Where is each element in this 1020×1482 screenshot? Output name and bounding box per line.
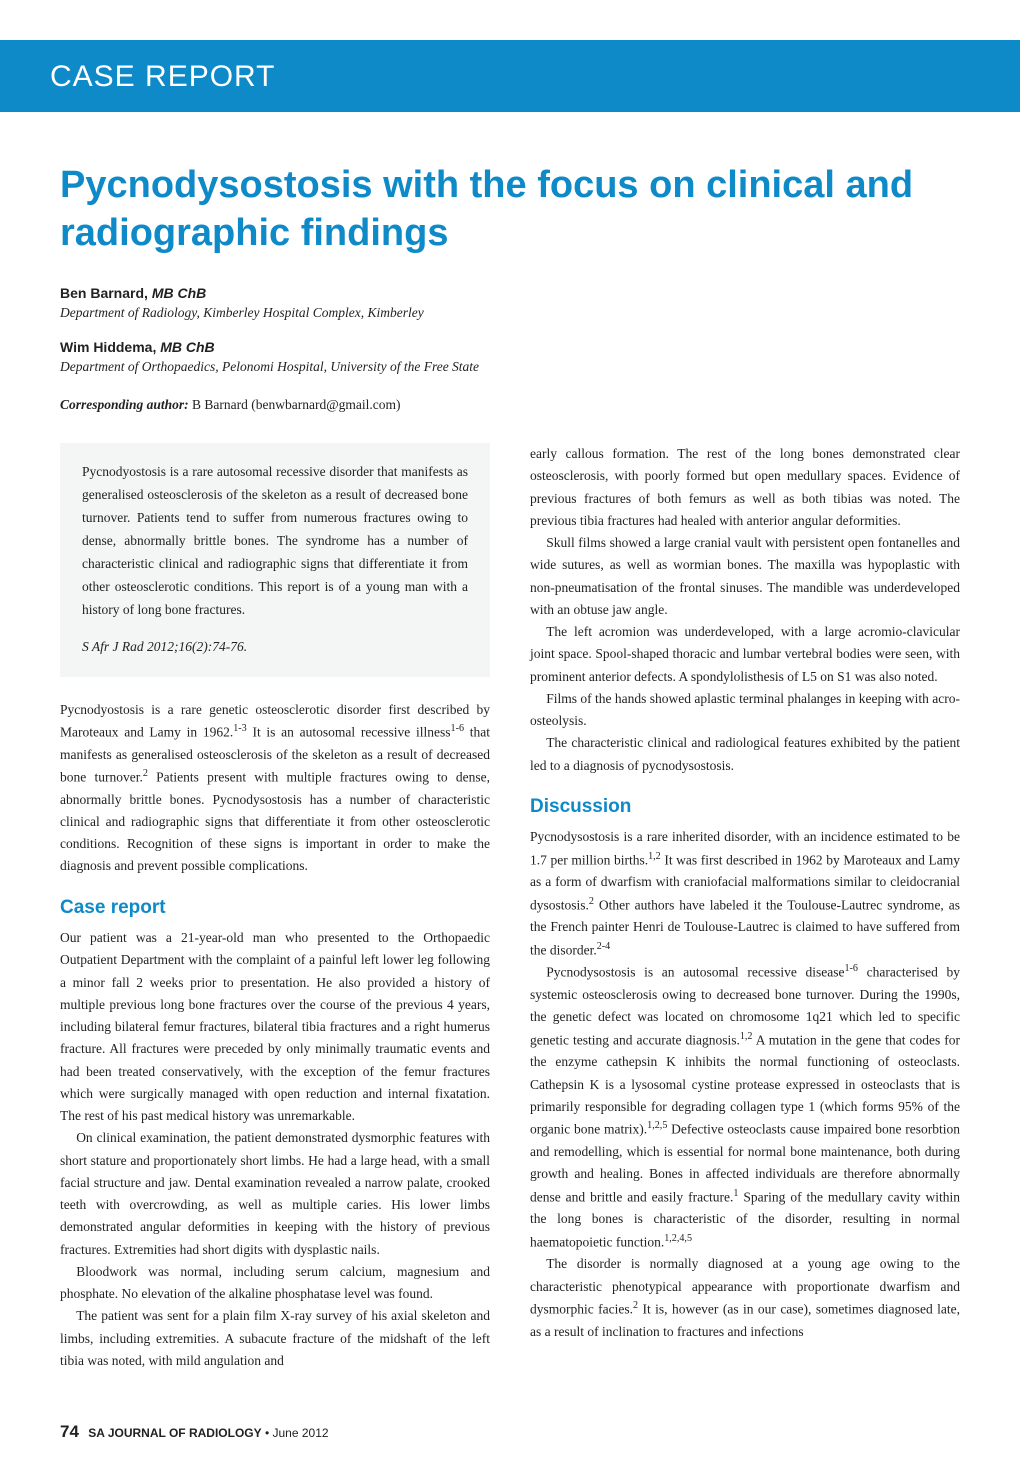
case-p1: Our patient was a 21-year-old man who pr… [60, 927, 490, 1127]
section-heading-case-report: Case report [60, 892, 490, 923]
footer-date: June 2012 [272, 1426, 328, 1440]
corresponding-text: B Barnard (benwbarnard@gmail.com) [189, 397, 401, 412]
page-footer: 74 SA JOURNAL OF RADIOLOGY • June 2012 [0, 1402, 1020, 1442]
disc-p2: Pycnodysostosis is an autosomal recessiv… [530, 961, 960, 1253]
disc-p1: Pycnodysostosis is a rare inherited diso… [530, 826, 960, 961]
author-block-2: Wim Hiddema, MB ChB Department of Orthop… [60, 339, 960, 375]
section-heading-discussion: Discussion [530, 791, 960, 822]
case-p6: Skull films showed a large cranial vault… [530, 532, 960, 621]
author-cred: MB ChB [160, 339, 214, 355]
page: CASE REPORT Pycnodysostosis with the foc… [0, 40, 1020, 1482]
content-area: Pycnodysostosis with the focus on clinic… [0, 112, 1020, 1402]
banner-label: CASE REPORT [50, 60, 970, 94]
case-p2: On clinical examination, the patient dem… [60, 1127, 490, 1261]
article-title: Pycnodysostosis with the focus on clinic… [60, 162, 960, 257]
author-affiliation: Department of Orthopaedics, Pelonomi Hos… [60, 359, 960, 375]
case-p8: Films of the hands showed aplastic termi… [530, 688, 960, 733]
author-name: Ben Barnard, [60, 285, 152, 301]
case-p9: The characteristic clinical and radiolog… [530, 732, 960, 777]
footer-sep: • [262, 1426, 273, 1440]
disc-p3: The disorder is normally diagnosed at a … [530, 1253, 960, 1343]
corresponding-label: Corresponding author: [60, 397, 189, 412]
author-name: Wim Hiddema, [60, 339, 160, 355]
abstract-citation: S Afr J Rad 2012;16(2):74-76. [82, 636, 468, 659]
case-p3: Bloodwork was normal, including serum ca… [60, 1261, 490, 1306]
author-block-1: Ben Barnard, MB ChB Department of Radiol… [60, 285, 960, 321]
two-column-body: Pycnodyostosis is a rare autosomal reces… [60, 443, 960, 1372]
page-number: 74 [60, 1422, 79, 1441]
author-cred: MB ChB [152, 285, 206, 301]
section-banner: CASE REPORT [0, 40, 1020, 112]
abstract-text: Pycnodyostosis is a rare autosomal reces… [82, 461, 468, 622]
intro-paragraph: Pycnodyostosis is a rare genetic osteosc… [60, 699, 490, 878]
case-p4: The patient was sent for a plain film X-… [60, 1305, 490, 1372]
author-affiliation: Department of Radiology, Kimberley Hospi… [60, 305, 960, 321]
case-p7: The left acromion was underdeveloped, wi… [530, 621, 960, 688]
corresponding-author: Corresponding author: B Barnard (benwbar… [60, 397, 960, 413]
journal-name: SA JOURNAL OF RADIOLOGY [88, 1426, 261, 1440]
abstract-box: Pycnodyostosis is a rare autosomal reces… [60, 443, 490, 677]
column-left: Pycnodyostosis is a rare autosomal reces… [60, 443, 490, 1372]
case-p5: early callous formation. The rest of the… [530, 443, 960, 532]
column-right: early callous formation. The rest of the… [530, 443, 960, 1372]
